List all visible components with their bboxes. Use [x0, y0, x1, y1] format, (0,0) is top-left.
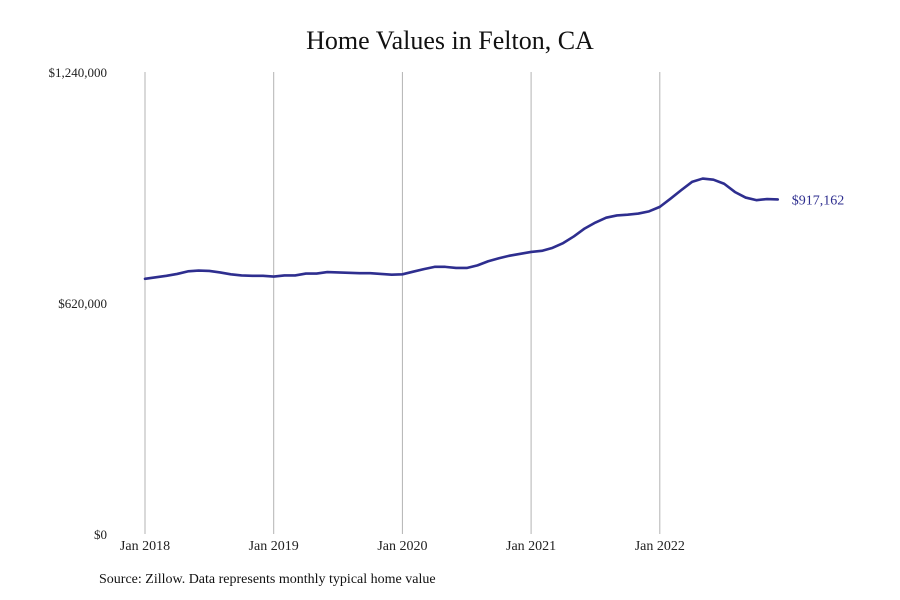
- y-tick-label: $0: [94, 527, 107, 542]
- y-tick-label: $1,240,000: [49, 65, 108, 80]
- x-tick-label: Jan 2019: [249, 539, 299, 554]
- x-axis: Jan 2018 Jan 2019 Jan 2020 Jan 2021 Jan 2022: [120, 539, 685, 554]
- y-tick-label: $620,000: [58, 296, 107, 311]
- series-line: [143, 177, 780, 281]
- y-axis: $0 $620,000 $1,240,000: [49, 65, 108, 542]
- x-tick-label: Jan 2018: [120, 539, 170, 554]
- x-tick-label: Jan 2020: [377, 539, 427, 554]
- x-tick-label: Jan 2021: [506, 539, 556, 554]
- gridlines: [144, 72, 661, 534]
- end-value-label: $917,162: [792, 193, 845, 208]
- chart-title: Home Values in Felton, CA: [306, 26, 594, 55]
- series-group: $917,162: [143, 177, 845, 281]
- source-note: Source: Zillow. Data represents monthly …: [99, 572, 436, 587]
- x-tick-label: Jan 2022: [635, 539, 685, 554]
